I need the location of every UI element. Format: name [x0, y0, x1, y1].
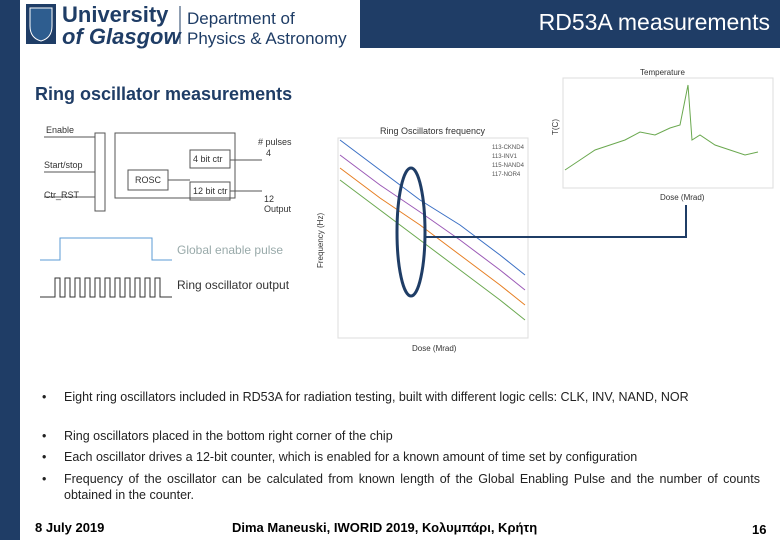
footer-date: 8 July 2019 — [35, 520, 105, 535]
temperature-chart: Temperature Dose (Mrad) T(C) — [551, 68, 774, 202]
waveform-label: Ring oscillator output — [177, 278, 290, 292]
plot-area — [562, 77, 774, 189]
legend-entry: 117-NOR4 — [492, 172, 521, 178]
curve — [339, 167, 526, 306]
legend-entry: 113-INV1 — [492, 154, 518, 160]
title-bar — [360, 0, 780, 48]
output-waveform — [40, 277, 172, 298]
university: University — [62, 2, 169, 27]
bullet-text: Frequency of the oscillator can be calcu… — [64, 472, 760, 502]
connector — [425, 205, 687, 238]
bullet: • Each oscillator drives a 12-bit counter… — [42, 449, 760, 465]
diagram-label: Ctr_RST — [44, 190, 80, 200]
legend-entry: 113-CKND4 — [492, 145, 525, 151]
gate — [94, 132, 106, 212]
legend-entry: 115-NAND4 — [492, 163, 525, 169]
bullet: • Frequency of the oscillator can be calc… — [42, 472, 760, 502]
page-number: 16 — [752, 522, 767, 537]
curve — [339, 154, 526, 291]
diagram-label: 4 bit ctr — [193, 154, 223, 164]
block-diagram: Enable Start/stop Ctr_RST ROSC 4 bit ctr… — [44, 125, 292, 214]
axis-label: Dose (Mrad) — [412, 344, 457, 353]
diagram-label: ROSC — [135, 175, 162, 185]
bullet-text: Ring oscillators placed in the bottom ri… — [64, 429, 393, 443]
chart-title: Ring Oscillators frequency — [380, 126, 486, 136]
enable-waveform — [40, 237, 172, 261]
university: of Glasgow — [62, 24, 182, 49]
curve — [339, 179, 526, 321]
crest-shield — [29, 7, 53, 42]
department: Physics & Astronomy — [187, 29, 347, 48]
diagram-label: 12 — [264, 194, 274, 204]
axis-label: T(C) — [551, 119, 560, 135]
diagram-label: 12 bit ctr — [193, 186, 228, 196]
bullet-text: Each oscillator drives a 12-bit counter,… — [64, 450, 638, 464]
curve — [339, 139, 526, 276]
frequency-chart: Ring Oscillators frequency Dose (Mrad) F… — [316, 126, 529, 353]
highlight — [395, 166, 427, 298]
department: Department of — [187, 9, 295, 28]
bullet: • Eight ring oscillators included in RD53… — [42, 389, 760, 405]
bullet: • Ring oscillators placed in the bottom r… — [42, 428, 760, 444]
diagram-label: Output — [264, 204, 292, 214]
diagram-label: 4 — [266, 148, 271, 158]
axis-label: Frequency (Hz) — [316, 213, 325, 268]
bullet-text: Eight ring oscillators included in RD53A… — [64, 390, 689, 404]
waveform-label: Global enable pulse — [177, 243, 283, 257]
ctr4-box — [189, 149, 231, 169]
wires — [44, 136, 262, 198]
block — [114, 132, 236, 199]
axis-label: Dose (Mrad) — [660, 193, 705, 202]
diagram-label: Enable — [46, 125, 74, 135]
curve — [564, 84, 759, 171]
chart-title: Temperature — [640, 68, 685, 77]
slide-title: RD53A measurements — [538, 9, 770, 35]
heading: Ring oscillator measurements — [35, 84, 292, 104]
diagram-label: Start/stop — [44, 160, 83, 170]
footer-author: Dima Maneuski, IWORID 2019, Κολυμπάρι, Κ… — [232, 520, 538, 535]
diagram-label: # pulses — [258, 137, 292, 147]
side-bar — [0, 0, 20, 540]
